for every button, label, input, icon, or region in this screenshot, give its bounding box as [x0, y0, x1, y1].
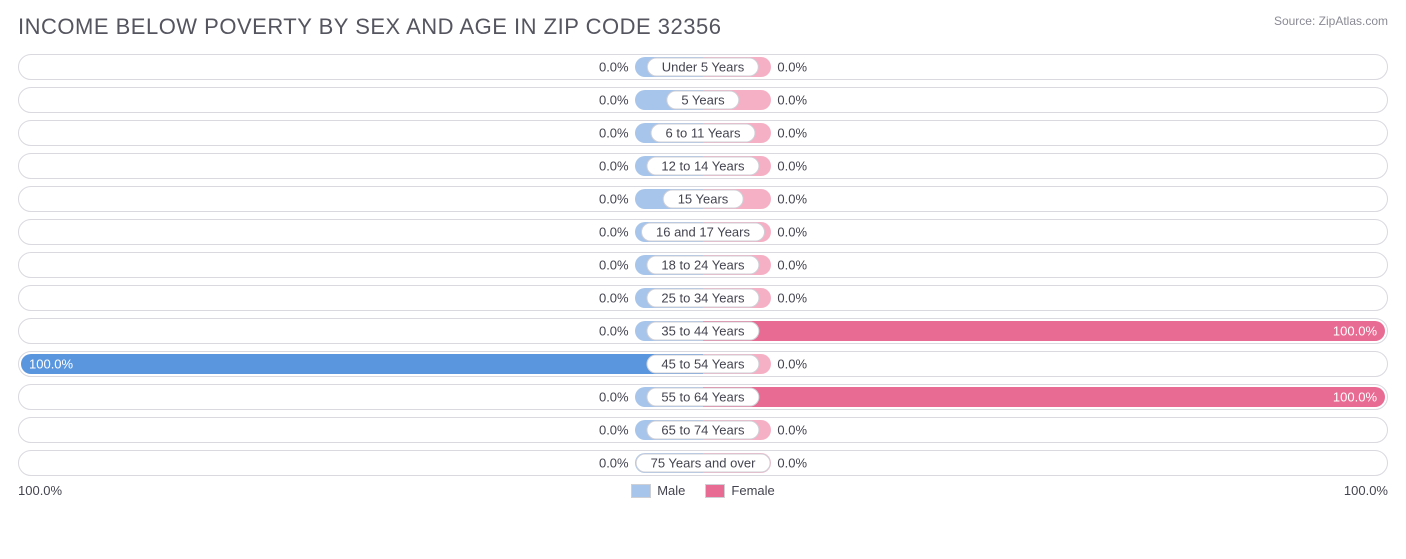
- legend-male: Male: [631, 483, 685, 498]
- male-value: 0.0%: [599, 423, 629, 438]
- female-value: 100.0%: [1333, 390, 1377, 405]
- axis-right-label: 100.0%: [1344, 483, 1388, 498]
- female-value: 0.0%: [777, 159, 807, 174]
- male-value: 0.0%: [599, 390, 629, 405]
- chart-row: 0.0% 0.0% Under 5 Years: [18, 54, 1388, 80]
- female-value: 0.0%: [777, 456, 807, 471]
- category-label: 18 to 24 Years: [646, 256, 759, 275]
- male-value: 0.0%: [599, 324, 629, 339]
- female-value: 0.0%: [777, 357, 807, 372]
- female-bar: [703, 321, 1385, 341]
- chart-row: 0.0% 0.0% 65 to 74 Years: [18, 417, 1388, 443]
- chart-row: 0.0% 0.0% 6 to 11 Years: [18, 120, 1388, 146]
- category-label: 15 Years: [663, 190, 744, 209]
- female-value: 0.0%: [777, 192, 807, 207]
- category-label: 65 to 74 Years: [646, 421, 759, 440]
- source-attribution: Source: ZipAtlas.com: [1274, 14, 1388, 28]
- axis-left-label: 100.0%: [18, 483, 62, 498]
- chart-rows: 0.0%0.0%Under 5 Years0.0%0.0%5 Years0.0%…: [18, 54, 1388, 476]
- category-label: Under 5 Years: [647, 58, 759, 77]
- category-label: 25 to 34 Years: [646, 289, 759, 308]
- category-label: 45 to 54 Years: [646, 355, 759, 374]
- chart-row: 0.0% 0.0% 16 and 17 Years: [18, 219, 1388, 245]
- female-value: 0.0%: [777, 126, 807, 141]
- chart-row: 0.0% 0.0% 15 Years: [18, 186, 1388, 212]
- category-label: 16 and 17 Years: [641, 223, 765, 242]
- chart-row: 0.0% 0.0% 18 to 24 Years: [18, 252, 1388, 278]
- male-value: 0.0%: [599, 93, 629, 108]
- legend-male-label: Male: [657, 483, 685, 498]
- female-value: 0.0%: [777, 225, 807, 240]
- female-value: 0.0%: [777, 258, 807, 273]
- chart-row: 0.0% 100.0% 55 to 64 Years: [18, 384, 1388, 410]
- male-value: 0.0%: [599, 192, 629, 207]
- male-bar: [21, 354, 703, 374]
- legend-male-swatch: [631, 484, 651, 498]
- male-value: 0.0%: [599, 225, 629, 240]
- male-value: 0.0%: [599, 60, 629, 75]
- chart-row: 100.0% 0.0% 45 to 54 Years: [18, 351, 1388, 377]
- category-label: 75 Years and over: [636, 454, 771, 473]
- category-label: 55 to 64 Years: [646, 388, 759, 407]
- male-value: 0.0%: [599, 291, 629, 306]
- legend-female-swatch: [705, 484, 725, 498]
- male-value: 0.0%: [599, 126, 629, 141]
- female-value: 0.0%: [777, 423, 807, 438]
- chart-row: 0.0% 0.0% 75 Years and over: [18, 450, 1388, 476]
- female-bar: [703, 387, 1385, 407]
- category-label: 12 to 14 Years: [646, 157, 759, 176]
- chart-row: 0.0% 0.0% 5 Years: [18, 87, 1388, 113]
- legend: Male Female: [631, 483, 775, 498]
- chart-row: 0.0% 0.0% 25 to 34 Years: [18, 285, 1388, 311]
- female-value: 0.0%: [777, 93, 807, 108]
- category-label: 5 Years: [666, 91, 739, 110]
- chart-title: INCOME BELOW POVERTY BY SEX AND AGE IN Z…: [18, 14, 721, 40]
- female-value: 0.0%: [777, 60, 807, 75]
- female-value: 100.0%: [1333, 324, 1377, 339]
- male-value: 0.0%: [599, 456, 629, 471]
- category-label: 35 to 44 Years: [646, 322, 759, 341]
- male-value: 0.0%: [599, 258, 629, 273]
- male-value: 0.0%: [599, 159, 629, 174]
- chart-row: 0.0% 0.0% 12 to 14 Years: [18, 153, 1388, 179]
- chart-row: 0.0% 100.0% 35 to 44 Years: [18, 318, 1388, 344]
- legend-female-label: Female: [731, 483, 774, 498]
- legend-female: Female: [705, 483, 774, 498]
- female-value: 0.0%: [777, 291, 807, 306]
- category-label: 6 to 11 Years: [651, 124, 756, 143]
- male-value: 100.0%: [29, 357, 73, 372]
